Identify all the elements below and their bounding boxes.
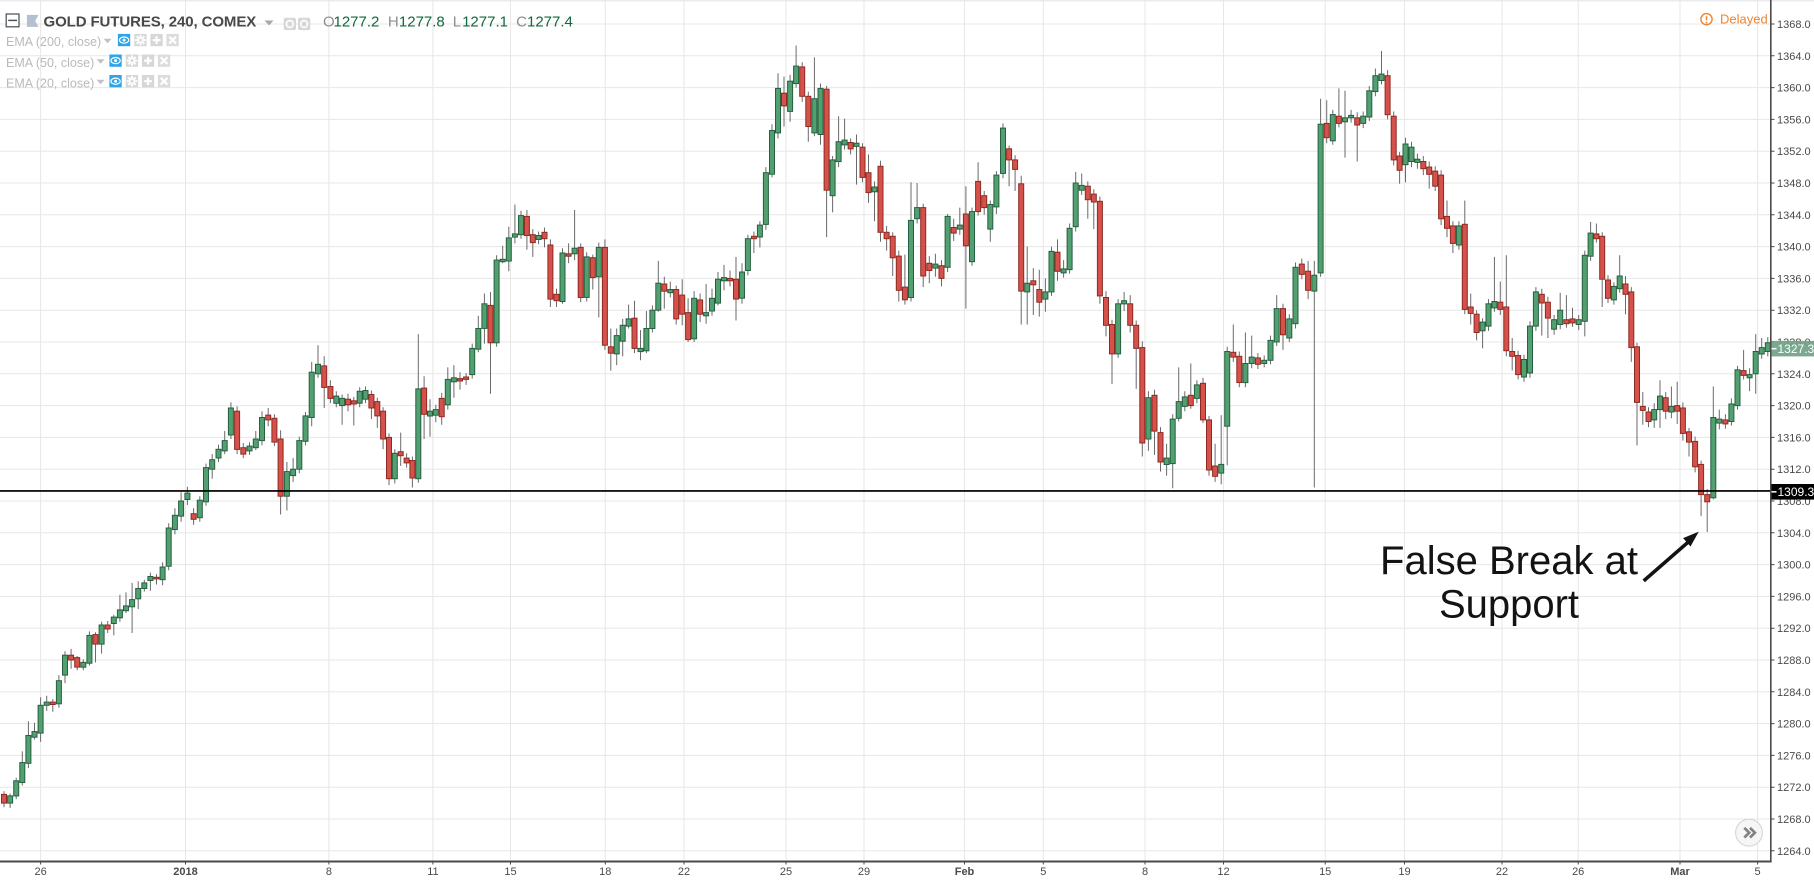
- svg-text:1277.1: 1277.1: [462, 14, 508, 31]
- svg-text:1292.0: 1292.0: [1777, 623, 1811, 635]
- svg-text:1288.0: 1288.0: [1777, 655, 1811, 667]
- svg-text:Mar: Mar: [1670, 866, 1690, 878]
- svg-text:15: 15: [1319, 866, 1331, 878]
- svg-text:1327.3: 1327.3: [1778, 342, 1814, 356]
- svg-text:11: 11: [427, 866, 438, 878]
- svg-text:O: O: [323, 14, 335, 31]
- svg-text:1272.0: 1272.0: [1777, 782, 1811, 794]
- svg-text:1264.0: 1264.0: [1777, 846, 1811, 858]
- svg-text:1356.0: 1356.0: [1777, 114, 1811, 126]
- svg-text:5: 5: [1755, 866, 1761, 878]
- svg-text:False Break at: False Break at: [1380, 539, 1638, 583]
- svg-text:1316.0: 1316.0: [1777, 432, 1811, 444]
- svg-text:GOLD FUTURES, 240, COMEX: GOLD FUTURES, 240, COMEX: [44, 14, 257, 31]
- svg-text:EMA (200, close): EMA (200, close): [6, 35, 101, 49]
- svg-text:1276.0: 1276.0: [1777, 750, 1811, 762]
- svg-text:Support: Support: [1439, 583, 1579, 627]
- svg-text:1312.0: 1312.0: [1777, 464, 1811, 476]
- svg-text:12: 12: [1217, 866, 1229, 878]
- svg-text:29: 29: [858, 866, 870, 878]
- svg-text:1344.0: 1344.0: [1777, 210, 1811, 222]
- svg-text:C: C: [516, 14, 527, 31]
- svg-text:1320.0: 1320.0: [1777, 401, 1811, 413]
- svg-text:1284.0: 1284.0: [1777, 687, 1811, 699]
- svg-text:1304.0: 1304.0: [1777, 528, 1811, 540]
- svg-text:1277.4: 1277.4: [527, 14, 573, 31]
- svg-text:H: H: [388, 14, 399, 31]
- svg-text:22: 22: [1496, 866, 1508, 878]
- svg-text:1336.0: 1336.0: [1777, 273, 1811, 285]
- svg-text:1368.0: 1368.0: [1777, 19, 1811, 31]
- svg-text:Delayed: Delayed: [1720, 12, 1768, 27]
- svg-text:1277.8: 1277.8: [399, 14, 445, 31]
- svg-text:1332.0: 1332.0: [1777, 305, 1811, 317]
- svg-text:1324.0: 1324.0: [1777, 369, 1811, 381]
- svg-text:2018: 2018: [173, 866, 197, 878]
- svg-text:26: 26: [1572, 866, 1584, 878]
- svg-text:8: 8: [1142, 866, 1148, 878]
- svg-text:1280.0: 1280.0: [1777, 719, 1811, 731]
- svg-text:1296.0: 1296.0: [1777, 591, 1811, 603]
- svg-text:1309.3: 1309.3: [1778, 485, 1814, 499]
- svg-text:1348.0: 1348.0: [1777, 178, 1811, 190]
- svg-text:1300.0: 1300.0: [1777, 560, 1811, 572]
- svg-text:1360.0: 1360.0: [1777, 83, 1811, 95]
- svg-text:1340.0: 1340.0: [1777, 242, 1811, 254]
- svg-text:L: L: [453, 14, 461, 31]
- svg-text:22: 22: [678, 866, 690, 878]
- svg-text:EMA (20, close): EMA (20, close): [6, 76, 94, 90]
- svg-text:Feb: Feb: [955, 866, 975, 878]
- svg-text:5: 5: [1040, 866, 1046, 878]
- svg-text:26: 26: [34, 866, 46, 878]
- svg-text:18: 18: [599, 866, 611, 878]
- svg-text:8: 8: [326, 866, 332, 878]
- svg-text:1277.2: 1277.2: [334, 14, 380, 31]
- svg-text:1352.0: 1352.0: [1777, 146, 1811, 158]
- svg-text:1268.0: 1268.0: [1777, 814, 1811, 826]
- svg-text:1364.0: 1364.0: [1777, 51, 1811, 63]
- svg-text:25: 25: [780, 866, 792, 878]
- svg-text:EMA (50, close): EMA (50, close): [6, 56, 94, 70]
- svg-text:19: 19: [1398, 866, 1410, 878]
- svg-text:15: 15: [504, 866, 516, 878]
